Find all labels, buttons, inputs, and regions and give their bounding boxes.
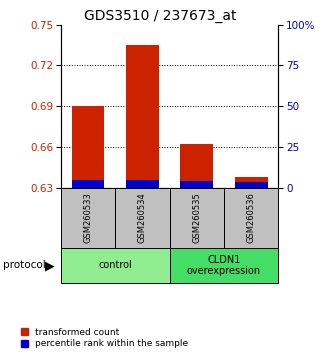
Bar	[61, 248, 170, 283]
Bar	[224, 188, 278, 248]
Bar	[235, 177, 268, 188]
Text: GSM260536: GSM260536	[247, 192, 256, 243]
Text: ▶: ▶	[45, 259, 54, 272]
Text: CLDN1
overexpression: CLDN1 overexpression	[187, 255, 261, 276]
Bar	[72, 180, 104, 188]
Bar	[180, 144, 213, 188]
Bar	[170, 188, 224, 248]
Text: protocol: protocol	[3, 261, 46, 270]
Text: control: control	[98, 261, 132, 270]
Text: GSM260534: GSM260534	[138, 192, 147, 243]
Bar	[115, 188, 170, 248]
Bar	[180, 181, 213, 188]
Text: GSM260533: GSM260533	[84, 192, 92, 243]
Text: GDS3510 / 237673_at: GDS3510 / 237673_at	[84, 9, 236, 23]
Bar	[126, 45, 159, 188]
Bar	[61, 188, 115, 248]
Bar	[235, 182, 268, 188]
Bar	[170, 248, 278, 283]
Legend: transformed count, percentile rank within the sample: transformed count, percentile rank withi…	[20, 328, 188, 348]
Bar	[126, 180, 159, 188]
Text: GSM260535: GSM260535	[192, 192, 201, 243]
Bar	[72, 106, 104, 188]
